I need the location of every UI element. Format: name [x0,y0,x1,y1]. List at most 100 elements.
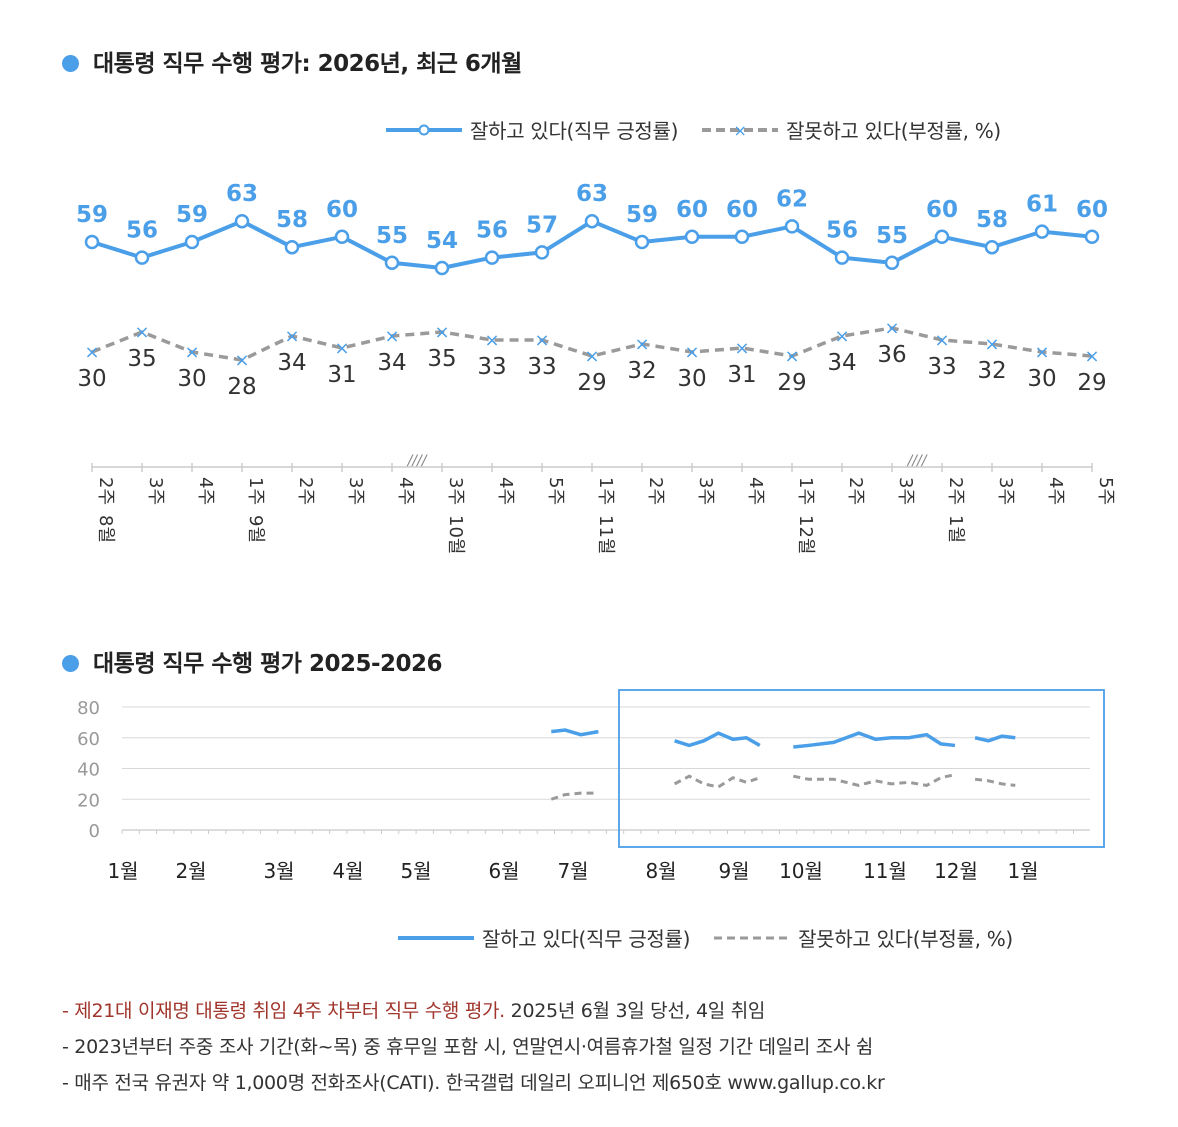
x-month-label: 4월 [332,859,363,883]
disapprove-point-marker: × [1084,346,1099,367]
x-tick-week-label: 2주 [645,477,666,505]
disapprove-point-marker: × [734,338,749,359]
approve-data-label: 58 [976,207,1008,233]
top-chart-title-row: 대통령 직무 수행 평가: 2026년, 최근 6개월 [62,44,522,78]
x-month-label: 12월 [934,859,978,883]
x-month-label: 3월 [263,859,294,883]
legend-disapprove-label: 잘못하고 있다(부정률, %) [786,119,1001,143]
disapprove-point-marker: × [284,326,299,347]
disapprove-data-label: 33 [477,354,506,380]
x-tick-week-label: 4주 [1045,477,1066,505]
axis-break-mark: //// [406,453,428,469]
approve-data-label: 59 [176,202,208,228]
x-tick-week-label: 2주 [295,477,316,505]
bottom-line-chart: 0 20 40 60 80 1월 2월 3월 4월 5월 6월 7월 8월 9월 10월 11월 12월 1월 [77,689,1105,883]
approve-point [434,260,450,276]
disapprove-legend-line-icon: × [702,121,779,140]
x-tick-week-label: 4주 [495,477,516,505]
disapprove-data-label: 33 [527,354,556,380]
top-chart-title: 대통령 직무 수행 평가: 2026년, 최근 6개월 [93,51,522,77]
disapprove-point-marker: × [434,322,449,343]
approve-data-label: 57 [526,212,558,238]
x-tick-label-group: 5주 [545,477,566,505]
approve-point [684,229,700,245]
x-tick-week-label: 3주 [995,477,1016,505]
recent-period-highlight-box [618,689,1105,848]
approve-data-label: 63 [226,181,258,207]
disapprove-point-marker: × [934,330,949,351]
legend-approve-label: 잘하고 있다(직무 긍정률) [482,927,691,951]
x-tick-week-label: 3주 [445,477,466,505]
bottom-chart-title-row: 대통령 직무 수행 평가 2025-2026 [62,644,443,678]
footnotes: - 제21대 이재명 대통령 취임 4주 차부터 직무 수행 평가. 2025년… [62,993,885,1101]
top-chart-legend: 잘하고 있다(직무 긍정률) × 잘못하고 있다(부정률, %) [384,115,1001,144]
y-tick-label: 20 [77,790,100,811]
x-tick-week-label: 2주 [945,477,966,505]
disapprove-data-label: 30 [77,366,106,392]
x-tick-week-label: 1주 [595,477,616,505]
disapprove-series-line [91,326,1093,362]
x-tick-month-label: 10월 [445,515,466,554]
approve-data-label: 59 [76,202,108,228]
x-month-label: 6월 [488,859,519,883]
approve-point [584,213,600,229]
x-tick-label-group: 4주 [745,477,766,505]
x-tick-label-group: 2주 [645,477,666,505]
disapprove-point-marker: × [534,330,549,351]
x-tick-week-label: 4주 [745,477,766,505]
approve-point [634,234,650,250]
x-tick-month-label: 11월 [595,515,616,554]
x-tick-week-label: 3주 [695,477,716,505]
approve-point [784,219,800,234]
x-tick-week-label: 4주 [195,477,216,505]
approve-point [884,255,900,271]
disapprove-data-label: 33 [927,354,956,380]
disapprove-data-label: 34 [827,350,856,376]
disapprove-data-label: 28 [227,374,256,400]
disapprove-series-segment [793,773,956,787]
x-tick-label-group: 3주 [695,477,716,505]
approve-point [734,229,750,245]
legend-disapprove-label: 잘못하고 있다(부정률, %) [798,927,1013,951]
disapprove-data-label: 29 [1077,370,1106,396]
y-tick-label: 0 [89,821,100,842]
disapprove-data-label: 30 [177,366,206,392]
disapprove-point-marker: × [584,346,599,367]
x-tick-label-group: 3주 [895,477,916,505]
approve-data-label: 60 [676,197,708,223]
disapprove-point-marker: × [884,318,899,339]
disapprove-data-label: 30 [1027,366,1056,392]
approve-point [484,250,500,265]
disapprove-data-label: 35 [127,346,156,372]
legend-approve-label: 잘하고 있다(직무 긍정률) [470,119,679,143]
approve-data-label: 61 [1026,192,1058,218]
svg-text:×: × [734,121,747,140]
approve-point [384,255,400,271]
disapprove-data-label: 35 [427,346,456,372]
x-tick-label-group: 4주 [395,477,416,505]
approve-point [84,234,100,250]
x-tick-label-group: 3주 [995,477,1016,505]
footnote-1-highlight: - 제21대 이재명 대통령 취임 4주 차부터 직무 수행 평가. [62,1000,505,1022]
approve-series-segment [551,728,599,737]
x-month-label: 2월 [175,859,206,883]
x-month-label: 1월 [107,859,138,883]
disapprove-point-marker: × [84,342,99,363]
x-tick-week-label: 2주 [95,477,116,505]
approve-data-label: 56 [826,218,858,244]
disapprove-point-marker: × [234,350,249,371]
disapprove-legend-line-icon [714,936,791,939]
disapprove-series-segment [673,774,761,789]
disapprove-series-segment [974,777,1016,787]
approve-data-label: 54 [426,228,458,254]
top-line-chart: 59 56 59 63 58 60 55 54 56 57 63 59 60 60 62 56 55 60 58 61… [76,181,1116,554]
disapprove-data-label: 36 [877,342,906,368]
x-tick-week-label: 3주 [345,477,366,505]
disapprove-point-marker: × [834,326,849,347]
disapprove-data-label: 29 [577,370,606,396]
disapprove-data-label: 34 [377,350,406,376]
